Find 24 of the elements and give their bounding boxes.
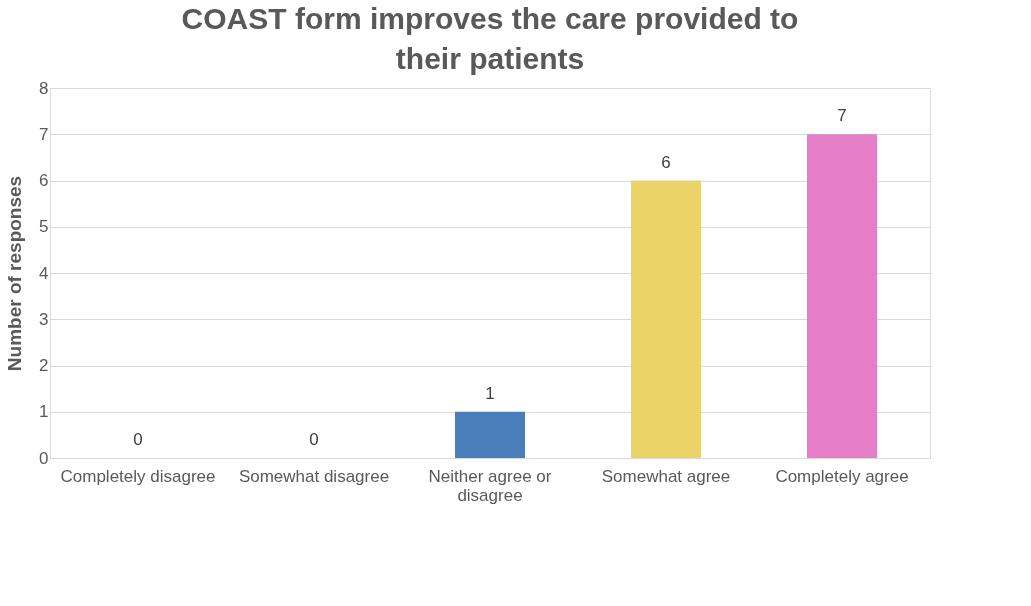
y-tick-label: 7 bbox=[39, 124, 49, 144]
y-tick-label: 2 bbox=[39, 356, 49, 375]
y-tick-label: 8 bbox=[39, 78, 49, 98]
bar bbox=[807, 134, 877, 458]
data-label: 0 bbox=[133, 430, 143, 449]
x-tick-label: Completely disagree bbox=[60, 466, 216, 486]
x-tick-label: Somewhat disagree bbox=[238, 466, 390, 486]
data-label: 0 bbox=[309, 430, 319, 449]
x-tick-label: Completely agree bbox=[775, 466, 909, 486]
x-tick-label: Neither agree or disagree bbox=[428, 466, 552, 505]
bar bbox=[631, 180, 701, 458]
y-axis-title: Number of responses bbox=[4, 175, 26, 372]
y-tick-label: 4 bbox=[39, 263, 49, 283]
y-tick-label: 5 bbox=[39, 217, 49, 237]
bar bbox=[455, 411, 525, 458]
y-tick-label: 3 bbox=[39, 309, 49, 329]
y-tick-label: 0 bbox=[39, 448, 49, 468]
data-label: 6 bbox=[661, 152, 671, 172]
chart-title: COAST form improves the care provided to their patients bbox=[181, 2, 799, 75]
data-label: 7 bbox=[837, 106, 847, 126]
y-tick-label: 1 bbox=[39, 402, 49, 422]
data-label: 1 bbox=[485, 383, 495, 403]
x-tick-label: Somewhat agree bbox=[601, 466, 731, 486]
y-tick-label: 6 bbox=[39, 171, 49, 190]
